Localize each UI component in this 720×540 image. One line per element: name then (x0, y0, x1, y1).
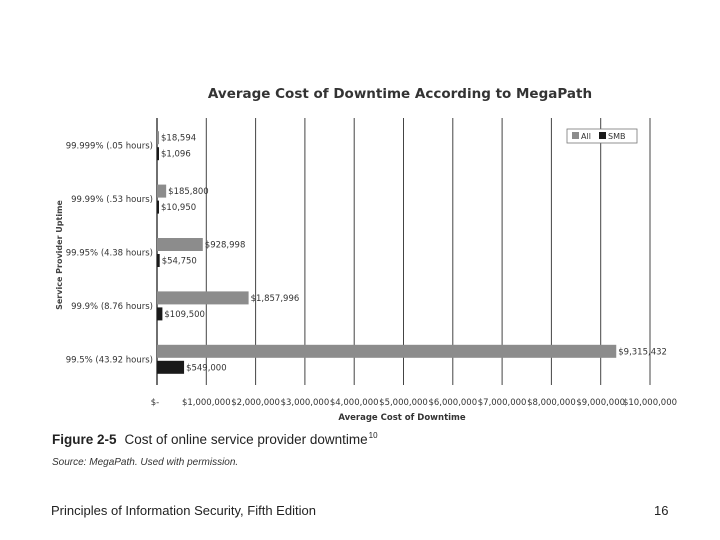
y-axis-label: Service Provider Uptime (55, 200, 64, 310)
figure-caption: Figure 2-5 Cost of online service provide… (52, 431, 378, 447)
bar-smb (157, 147, 159, 161)
page-number: 16 (654, 503, 669, 518)
legend-swatch-all (572, 132, 579, 139)
x-tick-label: $10,000,000 (623, 398, 677, 408)
category-label: 99.99% (.53 hours) (71, 195, 153, 205)
x-tick-label: $6,000,000 (428, 398, 477, 408)
legend-label: All (581, 132, 591, 141)
bar-smb (157, 200, 159, 214)
bar-all (157, 291, 249, 305)
chart-title: Average Cost of Downtime According to Me… (208, 86, 592, 102)
x-tick-label: $8,000,000 (527, 398, 576, 408)
x-tick-label: $1,000,000 (182, 398, 231, 408)
bar-smb (157, 360, 185, 374)
legend-label: SMB (608, 132, 625, 141)
x-tick-label: $- (151, 398, 159, 408)
data-labels: $18,594 $1,096 $185,800 $10,950 $928,998 $54,… (161, 134, 667, 374)
data-label: $185,800 (168, 187, 209, 197)
figure-number: Figure 2-5 (52, 432, 117, 447)
figure-source: Source: MegaPath. Used with permission. (52, 457, 239, 468)
x-tick-label: $9,000,000 (576, 398, 625, 408)
data-label: $549,000 (186, 363, 227, 373)
legend: All SMB (566, 128, 638, 144)
data-label: $1,096 (161, 150, 191, 160)
x-tick-label: $5,000,000 (379, 398, 428, 408)
data-label: $10,950 (161, 203, 196, 213)
x-tick-label: $4,000,000 (330, 398, 379, 408)
category-label: 99.95% (4.38 hours) (66, 249, 153, 259)
bar-all (157, 131, 159, 145)
data-label: $9,315,432 (618, 347, 667, 357)
x-tick-label: $7,000,000 (478, 398, 527, 408)
x-axis-label: Average Cost of Downtime (338, 413, 466, 423)
figure-footnote: 10 (368, 431, 378, 440)
category-label: 99.999% (.05 hours) (66, 142, 153, 152)
bar-smb (157, 254, 160, 267)
bar-all (157, 344, 617, 358)
bar-all (157, 184, 167, 198)
bar-all (157, 238, 203, 251)
category-label: 99.5% (43.92 hours) (66, 355, 153, 365)
category-label: 99.9% (8.76 hours) (71, 302, 153, 312)
data-label: $54,750 (162, 257, 197, 267)
x-tick-labels: $- $1,000,000 $2,000,000 $3,000,000 $4,000,0… (151, 398, 677, 408)
data-label: $109,500 (164, 310, 205, 320)
x-tick-label: $2,000,000 (231, 398, 280, 408)
legend-swatch-smb (599, 132, 606, 139)
bars (157, 131, 617, 374)
x-tick-label: $3,000,000 (281, 398, 330, 408)
data-label: $928,998 (205, 241, 246, 251)
figure-caption-text: Cost of online service provider downtime (124, 432, 368, 447)
category-labels: 99.999% (.05 hours) 99.99% (.53 hours) 99.… (66, 142, 153, 366)
data-label: $1,857,996 (251, 294, 300, 304)
bar-smb (157, 307, 163, 321)
footer-book-title: Principles of Information Security, Fift… (51, 503, 316, 518)
chart: Average Cost of Downtime According to Me… (55, 86, 677, 423)
data-label: $18,594 (161, 134, 196, 144)
grid (156, 118, 651, 385)
